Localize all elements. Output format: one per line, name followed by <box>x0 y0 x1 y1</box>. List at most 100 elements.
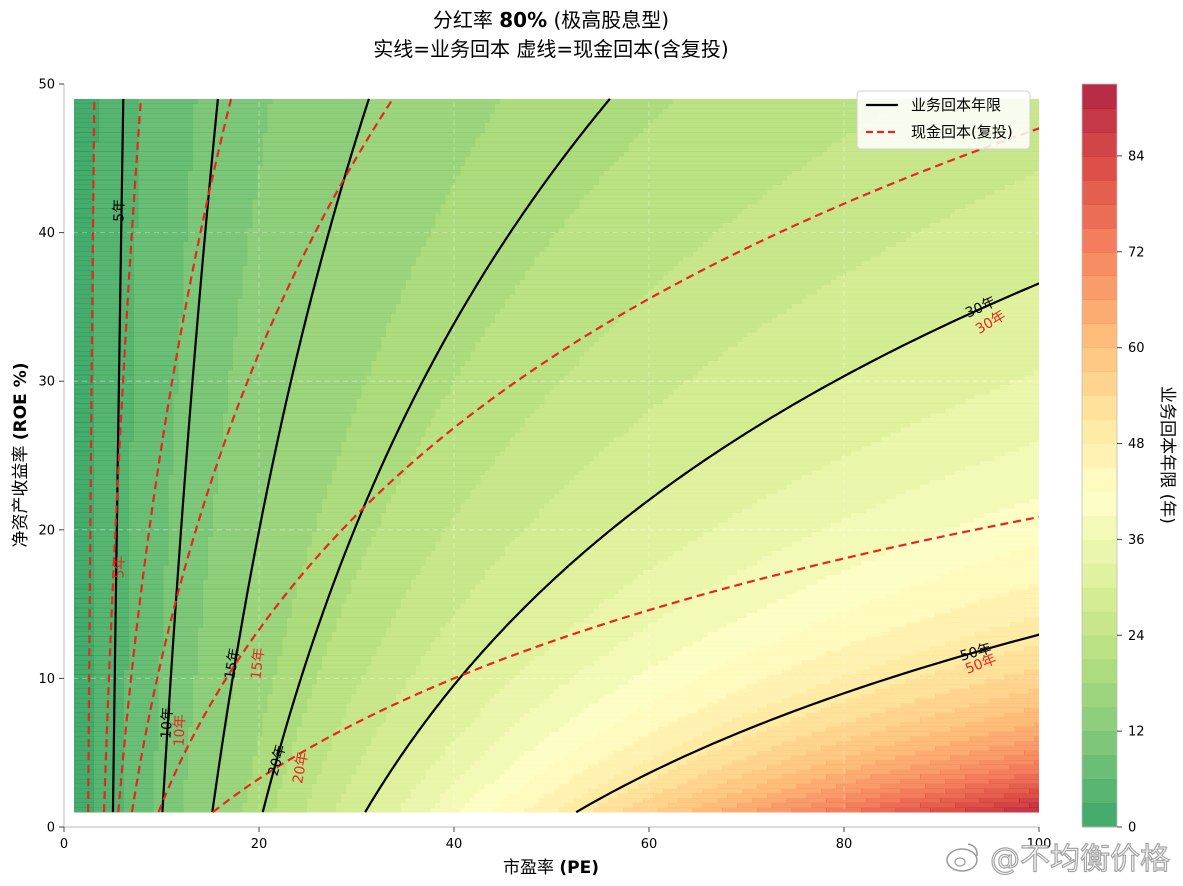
contour-band-cell <box>93 474 129 480</box>
contour-band-cell <box>707 750 758 756</box>
contour-band-cell <box>682 683 748 690</box>
contour-band-cell <box>93 426 134 433</box>
contour-band-cell <box>1024 707 1039 713</box>
contour-band-cell <box>93 384 134 390</box>
contour-band-cell <box>410 270 525 276</box>
contour-band-cell <box>657 279 832 285</box>
contour-band-cell <box>944 526 1039 533</box>
contour-band-cell <box>722 350 887 357</box>
contour-band-cell <box>316 678 362 685</box>
contour-band-cell <box>454 179 600 186</box>
contour-band-cell <box>152 750 189 756</box>
contour-band-cell <box>395 488 471 495</box>
contour-band-cell <box>553 493 654 499</box>
contour-band-cell <box>93 246 134 252</box>
contour-band-cell <box>256 174 347 181</box>
contour-band-cell <box>860 445 1020 452</box>
contour-band-cell <box>152 755 189 761</box>
contour-band-cell <box>346 702 392 709</box>
contour-band-cell <box>1014 503 1039 509</box>
contour-band-cell <box>588 545 684 552</box>
contour-band-cell <box>811 802 847 808</box>
contour-band-cell <box>281 426 347 433</box>
contour-band-cell <box>256 193 342 200</box>
contour-band-cell <box>321 265 411 271</box>
contour-band-cell <box>989 778 1039 785</box>
contour-band-cell <box>73 507 95 514</box>
contour-band-cell <box>489 640 555 647</box>
contour-band-cell <box>613 526 713 533</box>
contour-band-cell <box>266 117 362 124</box>
contour-band-cell <box>628 636 703 642</box>
contour-band-cell <box>133 246 184 252</box>
contour-band-cell <box>172 436 223 442</box>
contour-band-cell <box>123 736 159 742</box>
contour-band-cell <box>628 512 733 518</box>
contour-band-cell <box>761 193 986 200</box>
contour-band-cell <box>667 270 847 276</box>
contour-band-cell <box>781 179 1015 186</box>
contour-band-cell <box>128 579 164 585</box>
contour-band-cell <box>192 707 228 713</box>
contour-band-cell <box>197 626 243 633</box>
contour-band-cell <box>73 698 95 704</box>
contour-band-cell <box>73 232 95 238</box>
contour-band-cell <box>133 388 179 395</box>
contour-band-cell <box>633 631 708 637</box>
contour-band-cell <box>682 740 733 747</box>
contour-band-cell <box>227 379 293 385</box>
colorbar-tick-label: 48 <box>1128 437 1145 452</box>
contour-band-cell <box>702 460 832 466</box>
contour-band-cell <box>539 797 575 804</box>
contour-band-cell <box>133 289 184 295</box>
contour-band-cell <box>311 298 402 304</box>
contour-band-cell <box>355 569 421 575</box>
contour-band-cell <box>187 170 258 176</box>
contour-band-cell <box>875 759 931 766</box>
contour-band-cell <box>395 759 436 766</box>
cash-payback-line-50 <box>212 515 1039 814</box>
contour-band-cell <box>128 640 164 647</box>
contour-band-cell <box>672 265 857 271</box>
contour-band-cell <box>133 422 174 428</box>
contour-band-cell <box>1009 588 1039 595</box>
contour-band-cell <box>187 174 258 181</box>
contour-band-cell <box>182 793 213 799</box>
contour-band-cell <box>271 807 307 813</box>
y-tick-label: 0 <box>47 821 55 836</box>
contour-band-cell <box>687 759 733 766</box>
contour-band-cell <box>222 726 263 732</box>
contour-band-cell <box>73 317 95 323</box>
contour-band-cell <box>449 688 501 694</box>
contour-band-cell <box>806 688 877 694</box>
contour-band-cell <box>742 208 956 214</box>
contour-band-cell <box>93 655 129 661</box>
contour-band-cell <box>93 512 129 518</box>
contour-band-cell <box>360 393 446 400</box>
contour-band-cell <box>286 393 362 400</box>
contour-band-cell <box>360 555 426 561</box>
contour-band-cell <box>73 479 95 485</box>
contour-band-cell <box>667 484 788 490</box>
contour-band-cell <box>573 208 743 214</box>
contour-band-cell <box>222 736 258 742</box>
contour-band-cell <box>93 493 129 499</box>
contour-band-cell <box>712 726 768 732</box>
contour-band-cell <box>138 203 189 209</box>
contour-band-cell <box>474 484 565 490</box>
contour-band-cell <box>756 498 887 504</box>
contour-band-cell <box>1009 783 1039 789</box>
contour-band-cell <box>474 141 629 148</box>
contour-band-cell <box>182 279 243 285</box>
contour-band-cell <box>73 312 95 319</box>
contour-band-cell <box>385 626 441 633</box>
contour-band-cell <box>672 745 723 751</box>
contour-band-cell <box>187 217 253 224</box>
contour-band-cell <box>73 350 95 357</box>
contour-band-cell <box>514 721 565 728</box>
contour-band-cell <box>449 522 530 528</box>
contour-band-cell <box>73 612 95 618</box>
contour-band-cell <box>826 759 877 766</box>
contour-band-cell <box>326 488 397 495</box>
contour-band-cell <box>821 707 887 713</box>
